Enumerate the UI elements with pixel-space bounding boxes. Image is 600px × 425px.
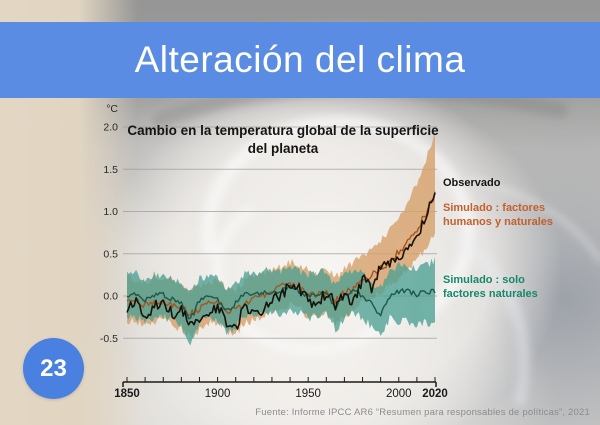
- svg-text:2.0: 2.0: [103, 122, 118, 134]
- x-tick-label: 1950: [295, 388, 321, 400]
- line-human_natural: [126, 191, 436, 317]
- svg-text:0.5: 0.5: [103, 248, 118, 260]
- band-natural: [127, 256, 435, 346]
- page-number-badge: 23: [23, 338, 84, 399]
- y-axis-unit: °C: [106, 103, 118, 115]
- legend-simulated-human-natural: Simulado : factores humanos y naturales: [443, 202, 554, 229]
- svg-text:1.0: 1.0: [103, 206, 118, 218]
- slide-title: Alteración del clima: [134, 39, 466, 80]
- x-tick-label: 1850: [114, 388, 140, 400]
- x-tick-label: 1900: [205, 388, 231, 400]
- x-tick-label: 2020: [422, 388, 448, 400]
- x-tick-label: 2000: [386, 388, 412, 400]
- title-banner: Alteración del clima: [0, 22, 600, 98]
- svg-text:0.0: 0.0: [103, 291, 118, 303]
- svg-text:-0.5: -0.5: [100, 333, 118, 345]
- legend-observed: Observado: [443, 177, 501, 189]
- source-citation: Fuente: Informe IPCC AR6 “Resumen para r…: [255, 407, 590, 418]
- svg-text:1.5: 1.5: [103, 164, 118, 176]
- chart-title: Cambio en la temperatura global de la su…: [127, 123, 439, 156]
- line-observado: [126, 192, 436, 330]
- page-number: 23: [40, 354, 67, 382]
- legend-simulated-natural-only: Simulado : solo factores naturales: [443, 274, 538, 301]
- x-axis: 1850 1900 1950 2000 2020: [114, 377, 448, 400]
